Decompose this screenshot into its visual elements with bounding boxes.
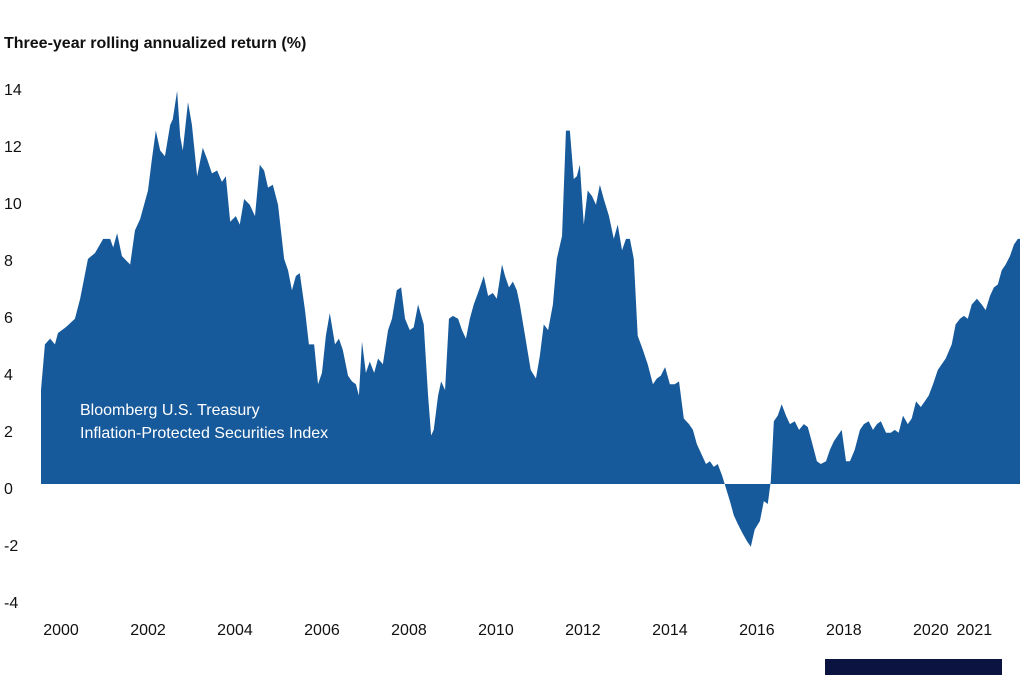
y-tick-label: 0	[4, 481, 13, 498]
x-tick-label: 2000	[43, 622, 79, 639]
plot: -4 -2 0 2 4 6 8 10 12 14 2000 2002 2004 2006 2008 2010 2…	[4, 82, 1020, 639]
y-tick-label: -4	[4, 595, 18, 612]
y-tick-label: -2	[4, 538, 18, 555]
x-tick-label: 2004	[217, 622, 253, 639]
area	[41, 90, 1020, 547]
annotation: Inflation-Protected Securities Index	[80, 425, 328, 442]
x-tick-label: 2014	[652, 622, 688, 639]
x-tick-label: 2018	[826, 622, 862, 639]
x-tick-label: 2021	[957, 622, 993, 639]
x-tick-label: 2006	[304, 622, 340, 639]
y-tick-label: 10	[4, 196, 22, 213]
y-tick-label: 8	[4, 253, 13, 270]
x-tick-label: 2020	[913, 622, 949, 639]
y-tick-label: 14	[4, 82, 22, 99]
x-tick-label: 2010	[478, 622, 514, 639]
x-tick-label: 2016	[739, 622, 775, 639]
y-tick-label: 2	[4, 424, 13, 441]
y-tick-label: 6	[4, 310, 13, 327]
chart-title: Three-year rolling annualized return (%)	[4, 35, 306, 52]
y-tick-label: 12	[4, 139, 22, 156]
footer-button[interactable]	[825, 659, 1002, 675]
y-tick-label: 4	[4, 367, 13, 384]
x-tick-label: 2002	[130, 622, 166, 639]
x-tick-label: 2008	[391, 622, 427, 639]
x-tick-label: 2012	[565, 622, 601, 639]
annotation: Bloomberg U.S. Treasury	[80, 402, 260, 419]
